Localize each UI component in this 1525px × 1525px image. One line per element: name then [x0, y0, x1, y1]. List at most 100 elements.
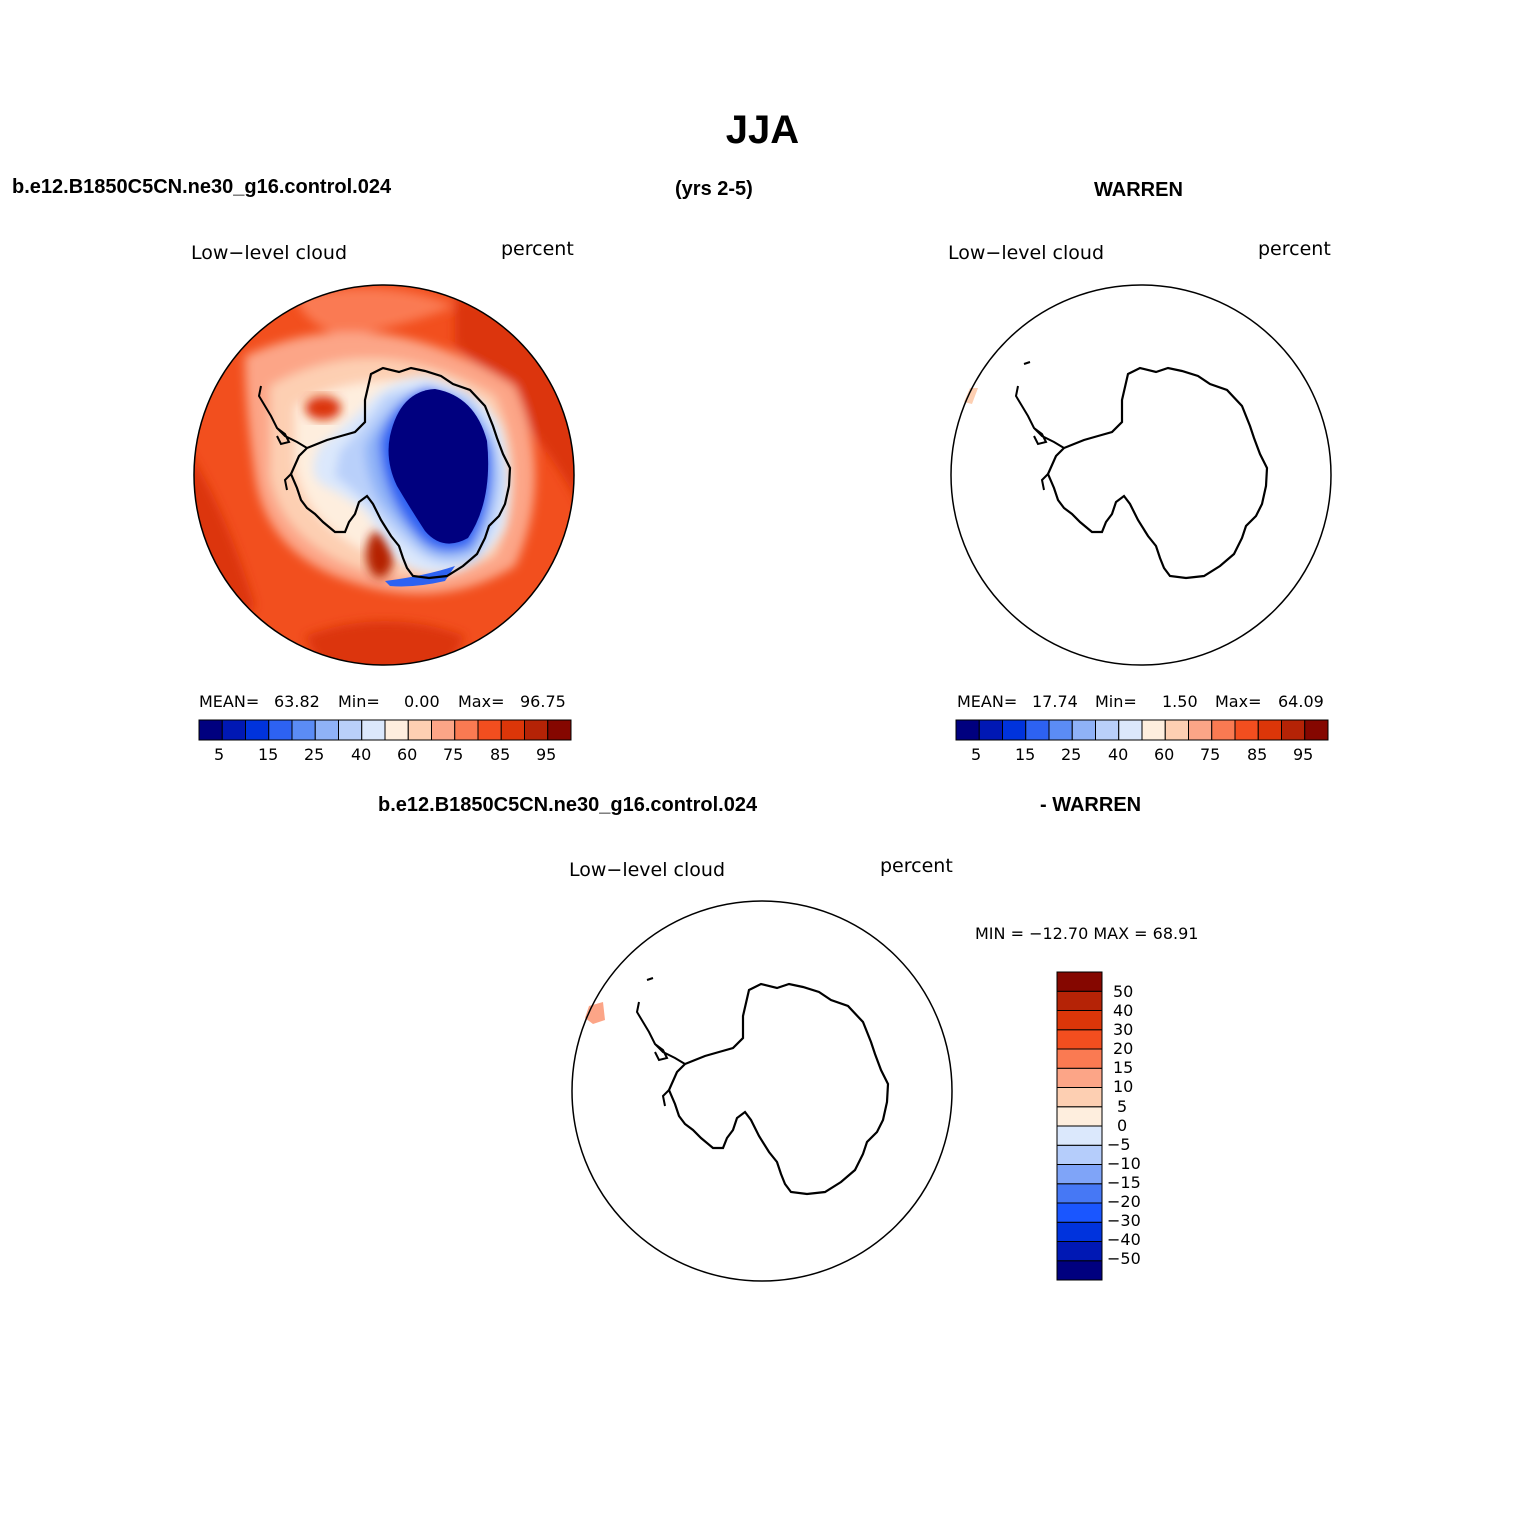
model-colorbar-swatch	[407, 719, 432, 741]
antarctica-coastline	[1046, 366, 1269, 580]
model-max-label: Max=	[458, 692, 505, 711]
obs-units-label: percent	[1258, 238, 1331, 260]
diff-colorbar-swatch	[1056, 1029, 1103, 1050]
obs-colorbar-swatch	[1095, 719, 1120, 741]
diff-colorbar-swatch	[1056, 1010, 1103, 1031]
diff-cloud-patch	[585, 1002, 605, 1024]
diff-variable-label: Low−level cloud	[569, 859, 726, 881]
obs-colorbar-swatch	[1025, 719, 1050, 741]
model-colorbar-swatch	[454, 719, 479, 741]
model-cbar-tick: 85	[490, 745, 511, 764]
years-label: (yrs 2-5)	[675, 178, 753, 200]
diff-cbar-tick: 5	[1117, 1097, 1128, 1116]
model-colorbar	[198, 719, 572, 741]
model-cbar-tick: 25	[304, 745, 325, 764]
diff-cbar-tick: 30	[1113, 1020, 1134, 1039]
diff-cbar-tick: 15	[1113, 1058, 1134, 1077]
model-colorbar-swatch	[245, 719, 270, 741]
diff-colorbar-ticks: 50 40 30 20 15 10 5 0 −5 −10 −15 −20 −30…	[1107, 971, 1167, 1281]
obs-max-value: 64.09	[1278, 692, 1324, 711]
diff-cbar-tick: −20	[1107, 1192, 1141, 1211]
model-colorbar-swatch	[500, 719, 525, 741]
model-colorbar-swatch	[338, 719, 363, 741]
obs-colorbar-ticks: 5 15 25 40 60 75 85 95	[955, 745, 1329, 765]
model-colorbar-swatch	[547, 719, 572, 741]
model-colorbar-swatch	[431, 719, 456, 741]
obs-cbar-tick: 60	[1154, 745, 1175, 764]
diff-cbar-tick: 50	[1113, 982, 1134, 1001]
model-cbar-tick: 15	[258, 745, 279, 764]
model-cbar-tick: 60	[397, 745, 418, 764]
model-colorbar-swatch	[268, 719, 293, 741]
model-colorbar-swatch	[198, 719, 223, 741]
obs-cloud-patch	[964, 388, 978, 404]
diff-colorbar-swatch	[1056, 971, 1103, 992]
obs-mean-value: 17.74	[1032, 692, 1078, 711]
figure-title: JJA	[725, 108, 800, 152]
obs-colorbar-swatch	[1141, 719, 1166, 741]
diff-colorbar-swatch	[1056, 990, 1103, 1011]
diff-cbar-tick: 10	[1113, 1077, 1134, 1096]
diff-colorbar-swatch	[1056, 1125, 1103, 1146]
obs-colorbar-swatch	[1002, 719, 1027, 741]
obs-colorbar-swatch	[1118, 719, 1143, 741]
diff-minmax: MIN = −12.70 MAX = 68.91	[975, 924, 1199, 943]
model-cbar-tick: 95	[536, 745, 557, 764]
obs-cbar-tick: 85	[1247, 745, 1268, 764]
model-colorbar-swatch	[477, 719, 502, 741]
obs-name: WARREN	[1094, 179, 1183, 201]
obs-map	[950, 284, 1332, 666]
model-units-label: percent	[501, 238, 574, 260]
model-cbar-tick: 75	[443, 745, 464, 764]
obs-colorbar-swatch	[1188, 719, 1213, 741]
obs-colorbar-swatch	[1234, 719, 1259, 741]
obs-colorbar-swatch	[1304, 719, 1329, 741]
model-colorbar-swatch	[221, 719, 246, 741]
obs-max-label: Max=	[1215, 692, 1262, 711]
case-name: b.e12.B1850C5CN.ne30_g16.control.024	[12, 176, 392, 198]
model-min-label: Min=	[338, 692, 380, 711]
diff-colorbar-swatch	[1056, 1221, 1103, 1242]
diff-cbar-tick: 0	[1117, 1116, 1128, 1135]
diff-cbar-tick: −5	[1107, 1135, 1131, 1154]
obs-colorbar	[955, 719, 1329, 741]
model-cbar-tick: 5	[214, 745, 225, 764]
diff-colorbar	[1056, 971, 1103, 1281]
diff-cbar-tick: 20	[1113, 1039, 1134, 1058]
obs-min-label: Min=	[1095, 692, 1137, 711]
peninsula-coastline	[1014, 361, 1065, 491]
antarctica-coastline	[667, 982, 890, 1196]
obs-cbar-tick: 5	[971, 745, 982, 764]
diff-colorbar-swatch	[1056, 1241, 1103, 1262]
obs-variable-label: Low−level cloud	[948, 242, 1105, 264]
obs-cbar-tick: 40	[1108, 745, 1129, 764]
obs-colorbar-swatch	[955, 719, 980, 741]
model-colorbar-swatch	[361, 719, 386, 741]
diff-colorbar-swatch	[1056, 1202, 1103, 1223]
diff-cbar-tick: −15	[1107, 1173, 1141, 1192]
peninsula-coastline	[257, 385, 308, 491]
obs-cbar-tick: 25	[1061, 745, 1082, 764]
diff-map	[571, 900, 953, 1282]
diff-colorbar-swatch	[1056, 1183, 1103, 1204]
diff-colorbar-swatch	[1056, 1087, 1103, 1108]
obs-map-boundary	[950, 284, 1332, 666]
diff-cbar-tick: 40	[1113, 1001, 1134, 1020]
obs-cbar-tick: 15	[1015, 745, 1036, 764]
diff-obs-name: - WARREN	[1040, 794, 1142, 816]
model-variable-label: Low−level cloud	[191, 242, 348, 264]
model-map-boundary	[193, 284, 575, 666]
obs-cbar-tick: 75	[1200, 745, 1221, 764]
model-colorbar-ticks: 5 15 25 40 60 75 85 95	[198, 745, 572, 765]
diff-colorbar-swatch	[1056, 1260, 1103, 1281]
obs-colorbar-swatch	[1257, 719, 1282, 741]
obs-mean-label: MEAN=	[957, 692, 1018, 711]
model-map	[193, 284, 575, 666]
obs-min-value: 1.50	[1162, 692, 1198, 711]
peninsula-coastline	[635, 977, 686, 1107]
obs-colorbar-swatch	[1164, 719, 1189, 741]
model-cloud-field	[194, 285, 574, 665]
obs-colorbar-swatch	[1211, 719, 1236, 741]
diff-cbar-tick: −40	[1107, 1230, 1141, 1249]
diff-cbar-tick: −50	[1107, 1249, 1141, 1268]
